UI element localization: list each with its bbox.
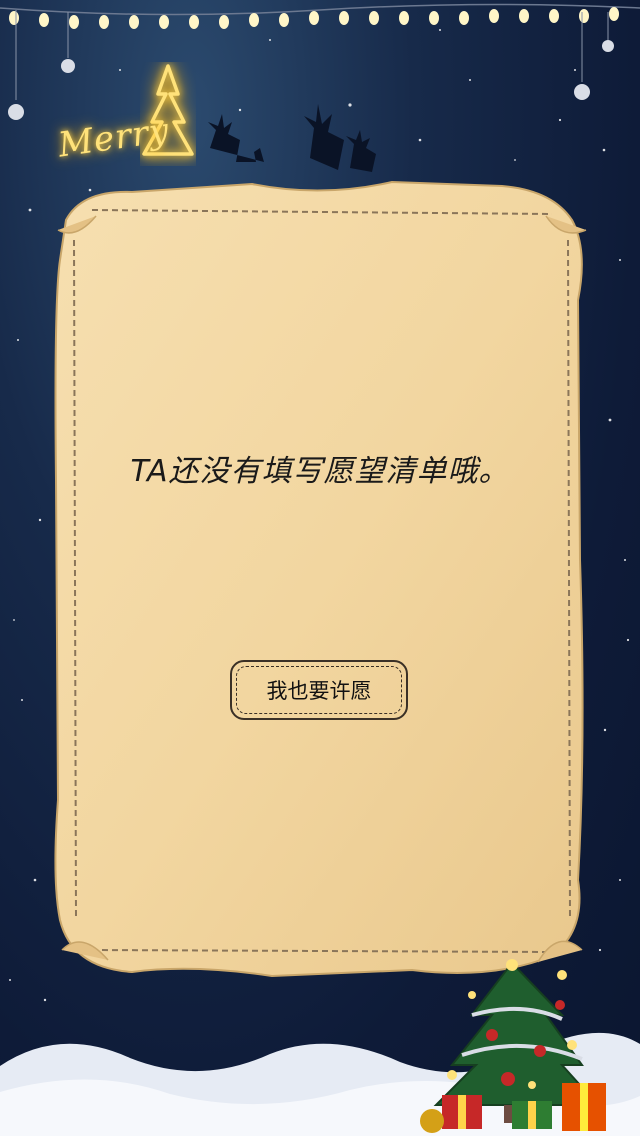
glowing-tree-icon bbox=[142, 64, 194, 156]
merry-text: Merry bbox=[55, 110, 172, 166]
make-wish-button-label: 我也要许愿 bbox=[266, 679, 372, 703]
string-lights-icon bbox=[0, 3, 640, 120]
make-wish-button[interactable]: 我也要许愿 bbox=[230, 660, 408, 720]
christmas-tree-icon bbox=[420, 959, 606, 1133]
reindeer-silhouette-icon bbox=[208, 104, 376, 172]
gift-box-icon bbox=[420, 1083, 606, 1133]
merry-logo: Merry bbox=[55, 108, 208, 178]
parchment-paper bbox=[54, 180, 587, 978]
empty-wishlist-message: TA还没有填写愿望清单哦。 bbox=[130, 454, 510, 489]
